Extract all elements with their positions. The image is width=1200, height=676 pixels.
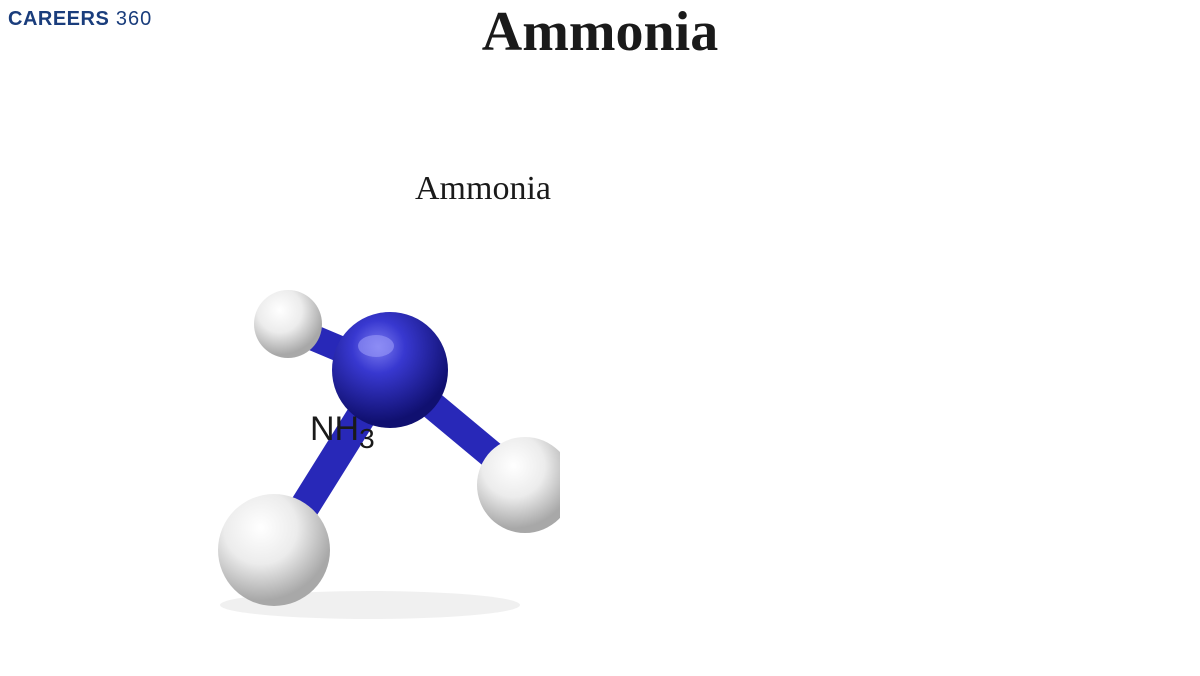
molecule-formula: NH3 xyxy=(310,410,375,455)
brand-logo: CAREERS 360 xyxy=(8,8,152,31)
formula-base: NH xyxy=(310,410,359,448)
logo-bold: CAREERS xyxy=(8,8,109,30)
page-title: Ammonia xyxy=(482,0,718,64)
hydrogen-atom-1 xyxy=(254,290,322,358)
hydrogen-atom-2 xyxy=(218,494,330,606)
logo-light: 360 xyxy=(109,8,152,30)
formula-subscript: 3 xyxy=(359,423,375,454)
molecule-svg xyxy=(100,140,560,620)
molecule-label: Ammonia xyxy=(415,170,551,208)
nitrogen-highlight xyxy=(358,335,394,357)
